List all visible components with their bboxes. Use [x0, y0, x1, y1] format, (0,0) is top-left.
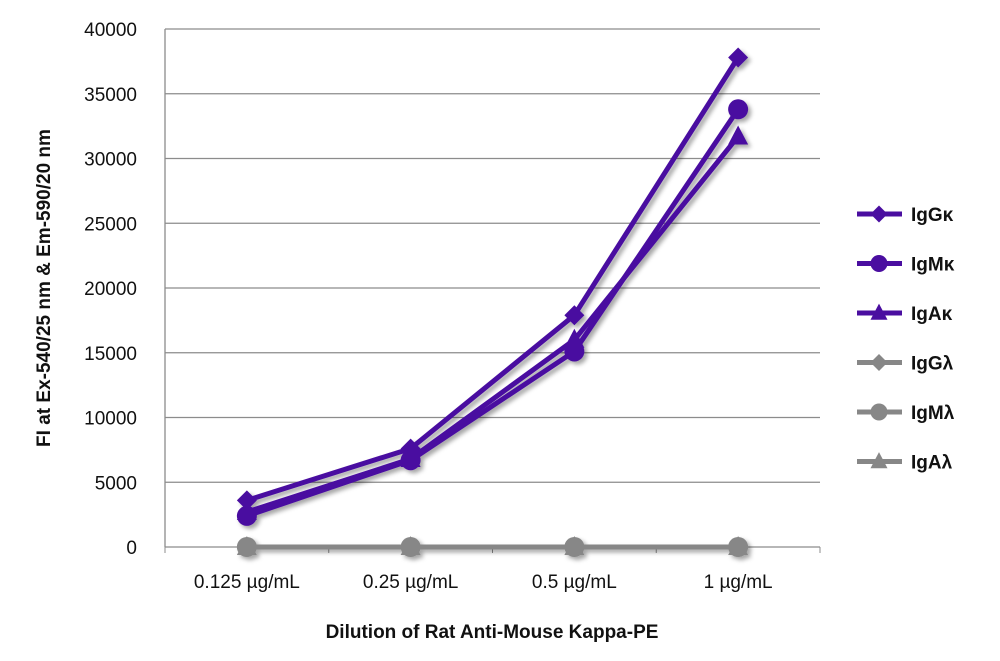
x-tick-label: 0.125 µg/mL: [194, 572, 300, 593]
series-2: [236, 125, 749, 521]
triangle-marker: [870, 452, 888, 469]
y-tick-label: 40000: [84, 20, 137, 41]
diamond-marker: [236, 490, 257, 511]
gridlines: [164, 28, 821, 553]
legend-label: IgAκ: [911, 304, 953, 325]
diamond-marker: [400, 438, 421, 459]
legend: IgGκ IgMκ IgAκ IgGλ IgMλ IgAλ: [857, 205, 955, 474]
legend-label: IgMκ: [911, 255, 955, 276]
y-tick-label: 25000: [84, 214, 137, 235]
series-line: [246, 107, 741, 519]
diamond-marker: [564, 537, 585, 557]
circle-marker: [870, 255, 888, 272]
series-group: [236, 47, 749, 557]
series-line: [246, 56, 741, 503]
triangle-marker: [728, 125, 749, 145]
series-1: [236, 99, 749, 526]
y-tick-label: 30000: [84, 150, 137, 171]
diamond-marker: [870, 205, 888, 223]
y-tick-label: 5000: [95, 473, 137, 494]
legend-item: IgGκ: [857, 205, 954, 226]
diamond-marker: [870, 354, 888, 371]
diamond-marker: [728, 47, 749, 68]
y-tick-label: 10000: [84, 409, 137, 430]
circle-marker: [400, 450, 421, 471]
triangle-marker: [870, 303, 888, 320]
legend-label: IgAλ: [911, 453, 953, 474]
y-tick-label: 20000: [84, 279, 137, 300]
legend-label: IgGλ: [911, 354, 954, 375]
diamond-marker: [236, 537, 257, 557]
x-tick-label: 0.5 µg/mL: [532, 572, 617, 593]
y-tick-label: 15000: [84, 344, 137, 365]
y-tick-label: 0: [126, 538, 137, 559]
y-axis-title: FI at Ex-540/25 nm & Em-590/20 nm: [34, 129, 55, 447]
series-3: [236, 537, 749, 557]
series-line: [246, 134, 741, 515]
circle-marker: [564, 341, 585, 362]
legend-item: IgAκ: [857, 303, 953, 325]
legend-item: IgAλ: [857, 452, 953, 474]
x-axis-title: Dilution of Rat Anti-Mouse Kappa-PE: [326, 622, 659, 643]
x-axis-ticks: 0.125 µg/mL 0.25 µg/mL 0.5 µg/mL 1 µg/mL: [194, 572, 773, 593]
legend-label: IgMλ: [911, 403, 955, 424]
legend-label: IgGκ: [911, 205, 954, 226]
circle-marker: [236, 505, 257, 526]
y-tick-label: 35000: [84, 85, 137, 106]
x-tick-label: 1 µg/mL: [704, 572, 773, 593]
diamond-marker: [728, 537, 749, 557]
diamond-marker: [400, 537, 421, 557]
x-tick-label: 0.25 µg/mL: [363, 572, 458, 593]
series-0: [236, 47, 749, 511]
circle-marker: [870, 403, 888, 421]
circle-marker: [728, 99, 749, 120]
legend-item: IgGλ: [857, 354, 954, 375]
legend-item: IgMλ: [857, 403, 955, 424]
legend-item: IgMκ: [857, 255, 955, 276]
y-axis-ticks: 0 5000 10000 15000 20000 25000 30000 35000 40000: [84, 20, 137, 559]
diamond-marker: [564, 305, 585, 326]
